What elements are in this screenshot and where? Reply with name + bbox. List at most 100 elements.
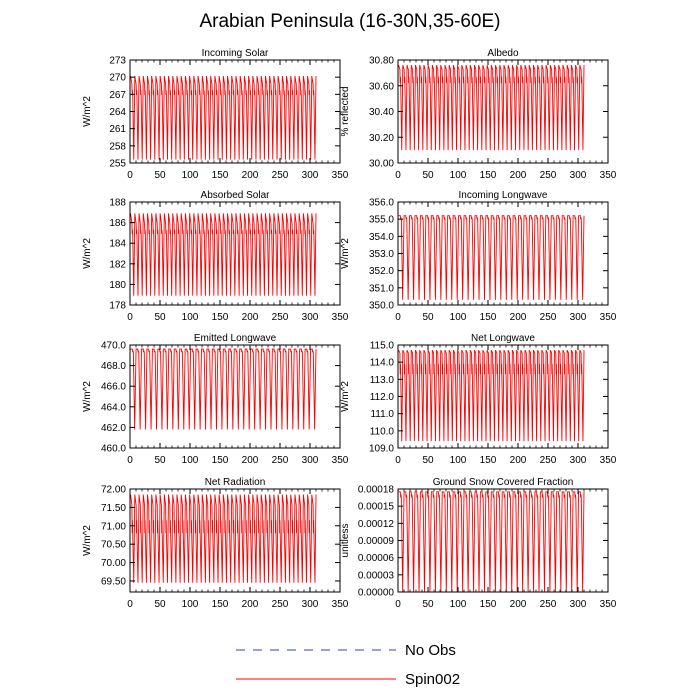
x-tick-label: 250: [540, 599, 557, 610]
x-tick-label: 0: [395, 312, 401, 323]
y-tick-label: 71.50: [101, 503, 126, 514]
y-tick-label: 264: [109, 107, 126, 118]
y-axis-label: W/m^2: [82, 96, 93, 127]
x-tick-label: 150: [212, 312, 229, 323]
y-tick-label: 184: [109, 239, 126, 250]
panel-title: Ground Snow Covered Fraction: [433, 477, 574, 488]
legend: No Obs Spin002: [236, 642, 460, 688]
y-tick-label: 30.40: [369, 107, 394, 118]
series-line-spin002: [130, 75, 317, 160]
y-tick-label: 180: [109, 280, 126, 291]
x-tick-label: 200: [242, 170, 259, 181]
y-tick-label: 114.0: [370, 358, 395, 369]
y-tick-label: 70.50: [101, 540, 126, 551]
x-tick-label: 150: [480, 455, 497, 466]
panel-title: Emitted Longwave: [194, 333, 277, 344]
x-tick-label: 350: [332, 455, 349, 466]
x-tick-label: 200: [510, 312, 527, 323]
x-tick-label: 100: [182, 599, 199, 610]
x-tick-label: 100: [450, 599, 467, 610]
y-tick-label: 462.0: [101, 423, 126, 434]
y-tick-label: 261: [109, 124, 126, 135]
panel-4: Emitted Longwave 0 50 100 150 200 250 300 350 460…: [82, 333, 349, 466]
y-tick-label: 270: [109, 73, 126, 84]
y-tick-label: 115.0: [370, 341, 395, 352]
panel-title: Net Longwave: [471, 333, 535, 344]
x-tick-label: 350: [600, 312, 617, 323]
panel-2: Absorbed Solar 0 50 100 150 200 250 300 350 178 18…: [82, 190, 349, 323]
panel-7: Ground Snow Covered Fraction 0 50 100 150 200…: [340, 477, 617, 610]
x-tick-label: 350: [332, 599, 349, 610]
y-tick-label: 468.0: [101, 361, 126, 372]
series-line-spin002: [398, 349, 585, 442]
x-tick-label: 300: [570, 599, 587, 610]
y-tick-label: 71.00: [101, 521, 126, 532]
y-tick-label: 0.00012: [358, 519, 395, 530]
series-line-spin002: [398, 491, 585, 592]
y-tick-label: 30.60: [369, 81, 394, 92]
x-tick-label: 350: [600, 455, 617, 466]
y-axis-label: W/m^2: [82, 238, 93, 269]
y-tick-label: 110.0: [370, 426, 395, 437]
y-tick-label: 109.0: [369, 444, 394, 455]
y-tick-label: 354.0: [369, 232, 394, 243]
x-tick-label: 0: [395, 599, 401, 610]
figure-title: Arabian Peninsula (16-30N,35-60E): [199, 11, 500, 32]
y-axis-label: W/m^2: [340, 238, 351, 269]
y-tick-label: 0.00009: [358, 536, 395, 547]
plot-frame: [129, 344, 341, 449]
y-tick-label: 356.0: [369, 198, 394, 209]
y-tick-label: 188: [109, 198, 126, 209]
y-axis-label: % reflected: [340, 86, 351, 136]
x-tick-label: 200: [510, 170, 527, 181]
x-tick-label: 0: [127, 170, 133, 181]
y-tick-label: 351.0: [369, 283, 394, 294]
x-tick-label: 50: [422, 455, 434, 466]
y-tick-label: 267: [109, 90, 126, 101]
panel-title: Net Radiation: [205, 477, 266, 488]
x-tick-label: 100: [450, 170, 467, 181]
panel-title: Incoming Longwave: [459, 190, 548, 201]
panel-6: Net Radiation 0 50 100 150 200 250 300 350 69.50 7…: [82, 477, 349, 610]
x-tick-label: 250: [272, 455, 289, 466]
y-tick-label: 0.00003: [358, 570, 395, 581]
panel-title: Absorbed Solar: [201, 190, 271, 201]
y-tick-label: 30.80: [369, 56, 394, 67]
y-tick-label: 186: [109, 218, 126, 229]
y-tick-label: 273: [109, 56, 126, 67]
series-line-spin002: [398, 215, 585, 300]
x-tick-label: 150: [480, 312, 497, 323]
x-tick-label: 150: [212, 455, 229, 466]
y-tick-label: 111.0: [370, 409, 394, 420]
x-tick-label: 250: [540, 455, 557, 466]
y-tick-label: 72.00: [101, 485, 126, 496]
panel-1: Albedo 0 50 100 150 200 250 300 350 30.00 30.20 30.…: [340, 48, 617, 181]
x-tick-label: 0: [127, 599, 133, 610]
series-line-spin002: [398, 65, 585, 151]
x-tick-label: 200: [242, 455, 259, 466]
y-tick-label: 70.00: [101, 558, 126, 569]
y-tick-label: 466.0: [101, 382, 126, 393]
x-tick-label: 50: [422, 599, 434, 610]
series-line-spin002: [130, 494, 317, 583]
x-tick-label: 350: [600, 599, 617, 610]
x-tick-label: 100: [182, 312, 199, 323]
x-tick-label: 300: [570, 312, 587, 323]
x-tick-label: 50: [154, 312, 166, 323]
panel-5: Net Longwave 0 50 100 150 200 250 300 350 109.0 11…: [340, 333, 617, 466]
y-tick-label: 0.00018: [358, 485, 395, 496]
x-tick-label: 250: [540, 170, 557, 181]
x-tick-label: 50: [154, 455, 166, 466]
y-axis-label: W/m^2: [82, 525, 93, 556]
panel-title: Albedo: [487, 48, 519, 59]
x-tick-label: 100: [182, 455, 199, 466]
y-tick-label: 182: [109, 259, 126, 270]
panel-3: Incoming Longwave 0 50 100 150 200 250 300 350 35…: [340, 190, 617, 323]
y-tick-label: 30.20: [369, 133, 394, 144]
x-tick-label: 250: [272, 312, 289, 323]
legend-label: Spin002: [405, 671, 460, 688]
x-tick-label: 200: [242, 599, 259, 610]
x-tick-label: 300: [302, 312, 319, 323]
y-tick-label: 178: [109, 301, 126, 312]
